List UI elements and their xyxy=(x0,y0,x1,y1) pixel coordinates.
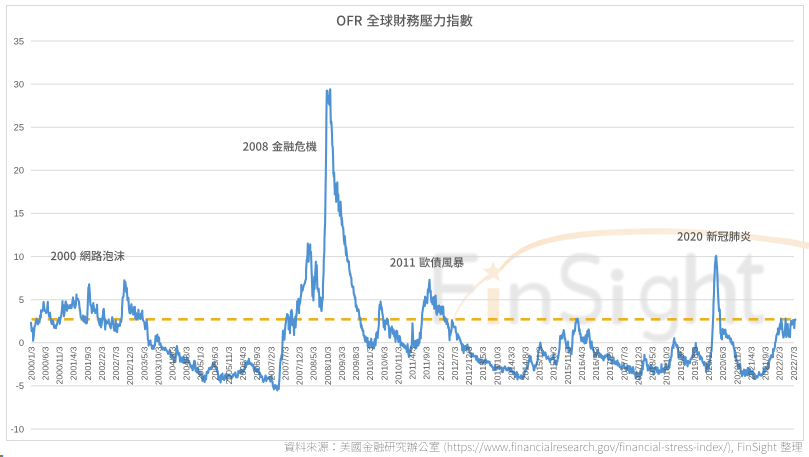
svg-text:2020/1/3: 2020/1/3 xyxy=(704,346,714,380)
svg-text:2015/1/3: 2015/1/3 xyxy=(535,346,545,380)
svg-text:2013/5/3: 2013/5/3 xyxy=(478,346,488,380)
svg-text:2022/7/3: 2022/7/3 xyxy=(789,346,799,380)
svg-text:2018/5/3: 2018/5/3 xyxy=(648,346,658,380)
svg-text:2016/4/3: 2016/4/3 xyxy=(577,346,587,380)
svg-text:2008/5/3: 2008/5/3 xyxy=(309,346,319,380)
svg-text:2004/3/3: 2004/3/3 xyxy=(168,346,178,380)
svg-text:2005/1/3: 2005/1/3 xyxy=(196,346,206,380)
svg-text:2011/4/3: 2011/4/3 xyxy=(408,346,418,379)
svg-text:2000/1/3: 2000/1/3 xyxy=(26,346,36,380)
svg-text:2015/11/3: 2015/11/3 xyxy=(563,346,573,384)
svg-text:2010/6/3: 2010/6/3 xyxy=(379,346,389,380)
svg-text:2002/12/3: 2002/12/3 xyxy=(125,346,135,385)
svg-text:2021/4/3: 2021/4/3 xyxy=(746,346,756,380)
svg-text:2010/1/3: 2010/1/3 xyxy=(365,346,375,380)
svg-text:2021/9/3: 2021/9/3 xyxy=(761,346,771,380)
svg-text:2009/8/3: 2009/8/3 xyxy=(351,346,361,380)
svg-text:-5: -5 xyxy=(16,381,24,391)
svg-text:2006/9/3: 2006/9/3 xyxy=(252,346,262,380)
svg-text:2003/10/3: 2003/10/3 xyxy=(153,346,163,385)
svg-text:2008/10/3: 2008/10/3 xyxy=(323,346,333,385)
svg-text:2013/10/3: 2013/10/3 xyxy=(492,346,502,385)
svg-text:2005/11/3: 2005/11/3 xyxy=(224,346,234,384)
svg-text:2002/2/3: 2002/2/3 xyxy=(97,346,107,380)
svg-text:2012/7/3: 2012/7/3 xyxy=(450,346,460,380)
svg-text:2019/3/3: 2019/3/3 xyxy=(676,346,686,380)
svg-text:2005/6/3: 2005/6/3 xyxy=(210,346,220,380)
svg-text:10: 10 xyxy=(14,252,24,262)
svg-text:0: 0 xyxy=(19,338,24,348)
svg-text:2020/11/3: 2020/11/3 xyxy=(732,346,742,384)
svg-text:5: 5 xyxy=(19,295,24,305)
svg-text:25: 25 xyxy=(14,123,24,133)
svg-text:2020/6/3: 2020/6/3 xyxy=(718,346,728,380)
svg-text:2014/3/3: 2014/3/3 xyxy=(506,346,516,380)
svg-text:20: 20 xyxy=(14,166,24,176)
svg-text:2015/6/3: 2015/6/3 xyxy=(549,346,559,380)
svg-text:2017/2/3: 2017/2/3 xyxy=(605,346,615,380)
svg-text:2017/12/3: 2017/12/3 xyxy=(634,346,644,385)
svg-text:2006/4/3: 2006/4/3 xyxy=(238,346,248,380)
svg-text:2004/8/3: 2004/8/3 xyxy=(182,346,192,380)
svg-text:2017/7/3: 2017/7/3 xyxy=(619,346,629,380)
svg-text:2000/6/3: 2000/6/3 xyxy=(40,346,50,380)
svg-text:2014/8/3: 2014/8/3 xyxy=(521,346,531,380)
svg-text:2012/12/3: 2012/12/3 xyxy=(464,346,474,385)
svg-text:2010/11/3: 2010/11/3 xyxy=(393,346,403,384)
svg-text:2001/4/3: 2001/4/3 xyxy=(69,346,79,380)
svg-text:2019/8/3: 2019/8/3 xyxy=(690,346,700,380)
svg-text:2011/9/3: 2011/9/3 xyxy=(422,346,432,379)
svg-text:2018/10/3: 2018/10/3 xyxy=(662,346,672,385)
svg-text:2022/2/3: 2022/2/3 xyxy=(775,346,785,380)
svg-text:2000/11/3: 2000/11/3 xyxy=(55,346,65,384)
svg-text:2002/7/3: 2002/7/3 xyxy=(111,346,121,380)
svg-text:2001/9/3: 2001/9/3 xyxy=(83,346,93,380)
svg-text:30: 30 xyxy=(14,79,24,89)
svg-text:15: 15 xyxy=(14,209,24,219)
svg-text:2007/2/3: 2007/2/3 xyxy=(266,346,276,380)
svg-text:-10: -10 xyxy=(11,424,24,434)
svg-text:2007/12/3: 2007/12/3 xyxy=(295,346,305,385)
svg-text:35: 35 xyxy=(14,36,24,46)
svg-text:2003/5/3: 2003/5/3 xyxy=(139,346,149,380)
svg-text:2007/7/3: 2007/7/3 xyxy=(281,346,291,380)
svg-text:2016/9/3: 2016/9/3 xyxy=(591,346,601,380)
svg-text:2012/2/3: 2012/2/3 xyxy=(436,346,446,380)
svg-text:2009/3/3: 2009/3/3 xyxy=(337,346,347,380)
